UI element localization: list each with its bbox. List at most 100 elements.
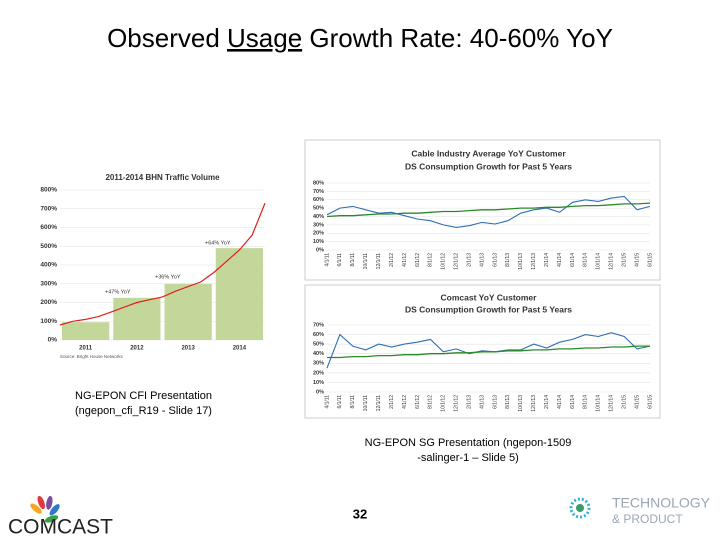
x-tick-label: 8/1/11 xyxy=(350,253,356,267)
y-tick-label: 0% xyxy=(48,337,58,344)
logo-text: & PRODUCT xyxy=(612,512,683,526)
x-tick-label: 4/1/14 xyxy=(557,395,563,409)
y-tick-label: 400% xyxy=(40,262,57,269)
x-tick-label: 6/1/11 xyxy=(337,253,343,267)
bar xyxy=(62,322,110,340)
x-tick-label: 6/1/14 xyxy=(570,253,576,267)
x-tick-label: 10/1/14 xyxy=(596,253,602,270)
y-tick-label: 20% xyxy=(313,231,324,237)
x-tick-label: 8/1/14 xyxy=(583,253,589,267)
x-tick-label: 2/1/15 xyxy=(621,395,627,409)
y-tick-label: 50% xyxy=(313,206,324,212)
x-tick-label: 10/1/11 xyxy=(363,395,369,412)
x-tick-label: 8/1/11 xyxy=(350,395,356,409)
x-tick-label: 2/1/14 xyxy=(544,395,550,409)
y-tick-label: 60% xyxy=(313,332,324,338)
bar xyxy=(215,248,263,340)
technology-logo: TECHNOLOGY & PRODUCT xyxy=(569,495,711,526)
x-tick-label: 6/1/15 xyxy=(647,253,653,267)
x-tick-label: 10/1/12 xyxy=(441,253,447,270)
y-tick-label: 700% xyxy=(40,205,57,212)
x-tick-label: 4/1/11 xyxy=(324,395,330,409)
y-tick-label: 600% xyxy=(40,224,57,231)
y-tick-label: 0% xyxy=(316,247,324,253)
x-tick-label: 4/1/12 xyxy=(402,253,408,267)
x-tick-label: 12/1/13 xyxy=(531,253,537,270)
logo-text: TECHNOLOGY xyxy=(612,495,711,511)
x-tick-label: 4/1/13 xyxy=(479,253,485,267)
x-tick-label: 12/1/11 xyxy=(376,253,382,270)
y-tick-label: 20% xyxy=(313,370,324,376)
y-tick-label: 10% xyxy=(313,380,324,386)
x-tick-label: 8/1/13 xyxy=(505,253,511,267)
traffic-line xyxy=(59,202,266,326)
x-tick-label: 6/1/13 xyxy=(492,253,498,267)
x-tick-label: 4/1/13 xyxy=(479,395,485,409)
x-tick-label: 8/1/13 xyxy=(505,395,511,409)
y-tick-label: 800% xyxy=(40,187,57,194)
y-tick-label: 70% xyxy=(313,189,324,195)
title-part: Observed xyxy=(107,23,227,53)
x-tick-label: 6/1/15 xyxy=(647,395,653,409)
x-tick-label: 10/1/11 xyxy=(363,253,369,270)
y-tick-label: 80% xyxy=(313,180,324,186)
bar xyxy=(164,283,212,340)
x-tick-label: 10/1/13 xyxy=(518,253,524,270)
caption-line: NG-EPON SG Presentation (ngepon-1509 xyxy=(365,437,572,449)
annotation: +36% YoY xyxy=(155,274,181,280)
x-tick-label: 4/1/11 xyxy=(324,253,330,267)
y-tick-label: 0% xyxy=(316,389,324,395)
x-tick-label: 4/1/15 xyxy=(634,253,640,267)
y-tick-label: 50% xyxy=(313,342,324,348)
caption-line: -salinger-1 – Slide 5) xyxy=(417,452,519,464)
title-part: Growth Rate: 40-60% YoY xyxy=(302,23,613,53)
x-tick-label: 10/1/12 xyxy=(441,395,447,412)
x-tick-label: 12/1/14 xyxy=(609,395,615,412)
x-tick-label: 8/1/14 xyxy=(583,395,589,409)
x-tick-label: 12/1/12 xyxy=(454,253,460,270)
x-tick-label: 2/1/12 xyxy=(389,253,395,267)
y-tick-label: 60% xyxy=(313,197,324,203)
caption-line: (ngepon_cfi_R19 - Slide 17) xyxy=(75,405,212,417)
y-tick-label: 100% xyxy=(40,318,57,325)
x-tick-label: 6/1/14 xyxy=(570,395,576,409)
x-tick-label: 12/1/12 xyxy=(454,395,460,412)
x-tick-label: 12/1/13 xyxy=(531,395,537,412)
annotation: +47% YoY xyxy=(105,289,131,295)
comcast-logo: COMCAST xyxy=(8,495,113,539)
series-line xyxy=(327,345,650,359)
x-tick-label: 2011 xyxy=(79,346,93,352)
y-tick-label: 10% xyxy=(313,239,324,245)
chart-subtitle: DS Consumption Growth for Past 5 Years xyxy=(405,304,572,314)
series-line xyxy=(326,202,651,218)
x-tick-label: 10/1/13 xyxy=(518,395,524,412)
chart-title: Comcast YoY Customer xyxy=(441,292,538,302)
y-tick-label: 500% xyxy=(40,243,57,250)
chart-title: Cable Industry Average YoY Customer xyxy=(411,148,566,158)
x-tick-label: 2/1/12 xyxy=(389,395,395,409)
bar xyxy=(113,297,161,340)
title-underlined: Usage xyxy=(227,23,302,53)
x-tick-label: 12/1/11 xyxy=(376,395,382,412)
y-tick-label: 30% xyxy=(313,361,324,367)
x-tick-label: 2/1/13 xyxy=(466,253,472,267)
x-tick-label: 2013 xyxy=(181,346,195,352)
x-tick-label: 12/1/14 xyxy=(609,253,615,270)
x-tick-label: 8/1/12 xyxy=(428,395,434,409)
series-line xyxy=(326,195,651,228)
x-tick-label: 6/1/12 xyxy=(415,395,421,409)
annotation: +64% YoY xyxy=(205,240,231,246)
chart-subtitle: DS Consumption Growth for Past 5 Years xyxy=(405,161,572,171)
x-tick-label: 8/1/12 xyxy=(428,253,434,267)
x-tick-label: 2/1/14 xyxy=(544,253,550,267)
chart-title: 2011-2014 BHN Traffic Volume xyxy=(105,173,220,182)
x-tick-label: 4/1/12 xyxy=(402,395,408,409)
caption-line: NG-EPON CFI Presentation xyxy=(75,390,212,402)
x-tick-label: 10/1/14 xyxy=(596,395,602,412)
x-tick-label: 6/1/12 xyxy=(415,253,421,267)
y-tick-label: 40% xyxy=(313,351,324,357)
y-tick-label: 40% xyxy=(313,214,324,220)
x-tick-label: 2/1/15 xyxy=(621,253,627,267)
x-tick-label: 2/1/13 xyxy=(466,395,472,409)
